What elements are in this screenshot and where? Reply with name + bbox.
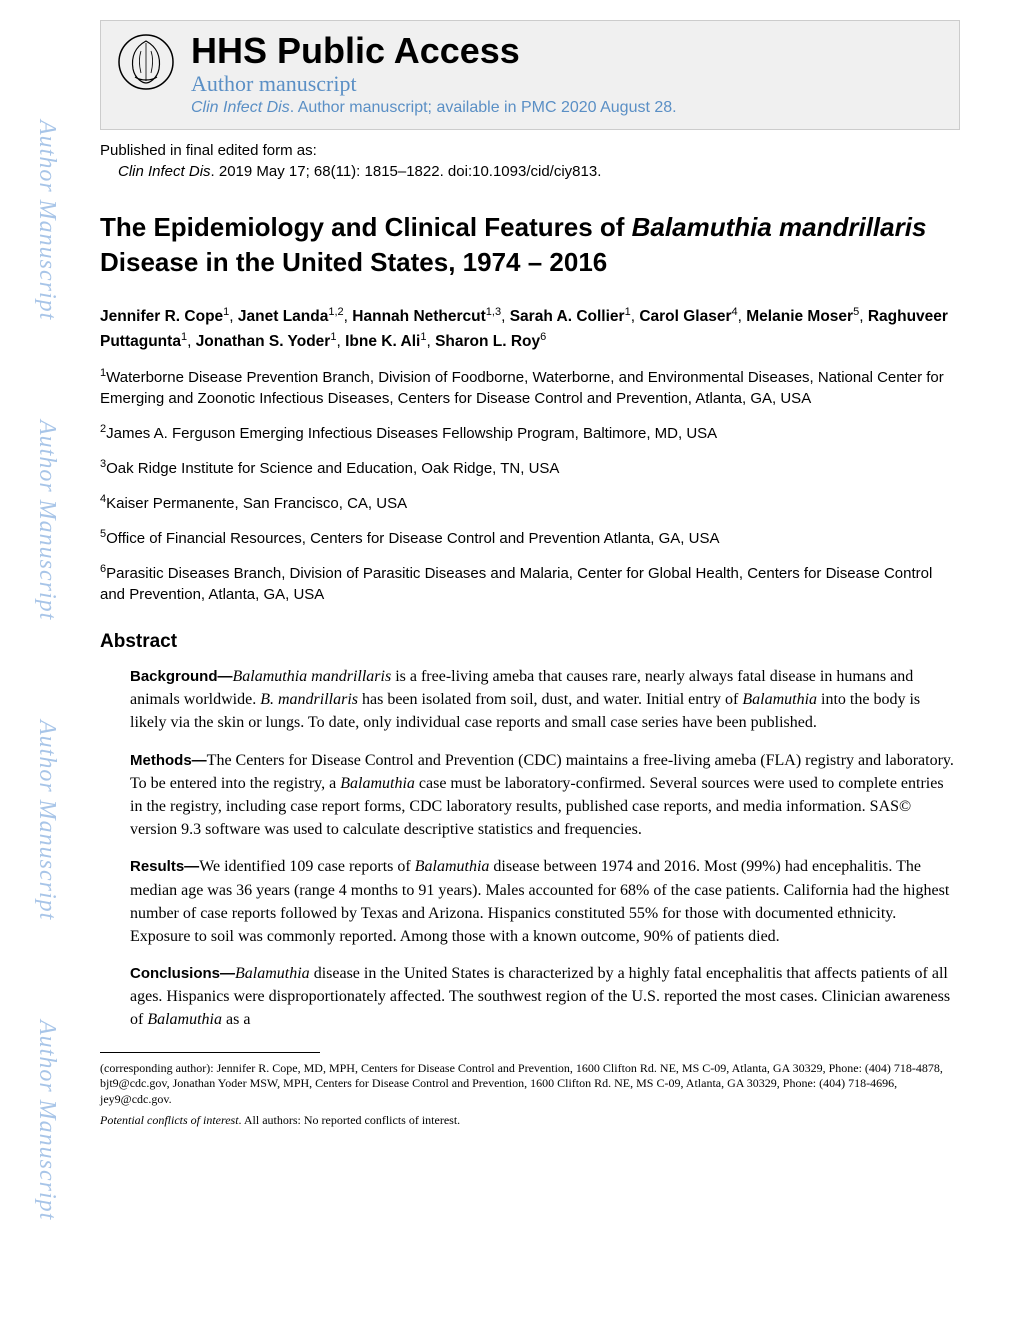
author-affil-sup: 1 bbox=[420, 331, 426, 343]
bg-italic1: Balamuthia mandrillaris bbox=[233, 668, 392, 685]
conc-italic2: Balamuthia bbox=[147, 1011, 222, 1028]
affiliation-sup: 1 bbox=[100, 367, 106, 379]
pub-citation: . 2019 May 17; 68(11): 1815–1822. doi:10… bbox=[211, 163, 602, 180]
journal-line: Clin Infect Dis. Author manuscript; avai… bbox=[191, 99, 943, 117]
affiliation: 4Kaiser Permanente, San Francisco, CA, U… bbox=[100, 492, 960, 514]
watermark-4: Author Manuscript bbox=[33, 1020, 60, 1220]
affiliation: 3Oak Ridge Institute for Science and Edu… bbox=[100, 457, 960, 479]
author-name: Jennifer R. Cope bbox=[100, 308, 223, 325]
authors-block: Jennifer R. Cope1, Janet Landa1,2, Hanna… bbox=[100, 304, 960, 353]
author-affil-sup: 1,3 bbox=[486, 306, 501, 318]
author-name: Carol Glaser bbox=[639, 308, 731, 325]
page-content: HHS Public Access Author manuscript Clin… bbox=[100, 0, 960, 1129]
hhs-title: HHS Public Access bbox=[191, 33, 943, 69]
affiliation: 5Office of Financial Resources, Centers … bbox=[100, 527, 960, 549]
pub-line1: Published in final edited form as: bbox=[100, 140, 960, 161]
affiliation-sup: 6 bbox=[100, 563, 106, 575]
author-affil-sup: 1 bbox=[330, 331, 336, 343]
publication-info: Published in final edited form as: Clin … bbox=[100, 140, 960, 182]
footer-text: (corresponding author): Jennifer R. Cope… bbox=[100, 1061, 960, 1129]
affiliation: 6Parasitic Diseases Branch, Division of … bbox=[100, 562, 960, 605]
watermark-3: Author Manuscript bbox=[33, 720, 60, 920]
article-title: The Epidemiology and Clinical Features o… bbox=[100, 210, 960, 280]
bg-italic3: Balamuthia bbox=[742, 691, 817, 708]
pub-journal: Clin Infect Dis bbox=[118, 163, 211, 180]
affiliation-sup: 4 bbox=[100, 493, 106, 505]
corresponding-author: (corresponding author): Jennifer R. Cope… bbox=[100, 1061, 960, 1108]
author-name: Sarah A. Collier bbox=[510, 308, 625, 325]
author-affil-sup: 1 bbox=[223, 306, 229, 318]
affiliation-sup: 2 bbox=[100, 423, 106, 435]
journal-suffix: . Author manuscript; available in PMC 20… bbox=[290, 99, 677, 116]
results-italic1: Balamuthia bbox=[415, 858, 490, 875]
author-affil-sup: 1,2 bbox=[328, 306, 343, 318]
author-affil-sup: 5 bbox=[853, 306, 859, 318]
author-affil-sup: 1 bbox=[625, 306, 631, 318]
methods-label: Methods— bbox=[130, 752, 207, 769]
author-affil-sup: 6 bbox=[540, 331, 546, 343]
author-affil-sup: 1 bbox=[181, 331, 187, 343]
hhs-logo bbox=[117, 33, 175, 91]
conc-italic1: Balamuthia bbox=[235, 965, 310, 982]
results-label: Results— bbox=[130, 858, 199, 875]
affiliation-sup: 3 bbox=[100, 458, 106, 470]
conflicts-of-interest: Potential conflicts of interest. All aut… bbox=[100, 1113, 960, 1129]
author-name: Sharon L. Roy bbox=[435, 333, 540, 350]
author-name: Melanie Moser bbox=[746, 308, 853, 325]
title-part2: Disease in the United States, 1974 – 201… bbox=[100, 247, 607, 277]
author-name: Ibne K. Ali bbox=[345, 333, 420, 350]
affiliation: 1Waterborne Disease Prevention Branch, D… bbox=[100, 366, 960, 409]
author-name: Janet Landa bbox=[238, 308, 328, 325]
conflicts-label: Potential conflicts of interest bbox=[100, 1113, 239, 1127]
bg-italic2: B. mandrillaris bbox=[260, 691, 358, 708]
affiliations-block: 1Waterborne Disease Prevention Branch, D… bbox=[100, 366, 960, 605]
author-name: Hannah Nethercut bbox=[352, 308, 486, 325]
author-manuscript-label: Author manuscript bbox=[191, 71, 943, 97]
background-label: Background— bbox=[130, 668, 233, 685]
conclusions-label: Conclusions— bbox=[130, 965, 235, 982]
watermark-2: Author Manuscript bbox=[33, 420, 60, 620]
header-text-block: HHS Public Access Author manuscript Clin… bbox=[191, 33, 943, 117]
pub-line2: Clin Infect Dis. 2019 May 17; 68(11): 18… bbox=[100, 161, 960, 182]
header-box: HHS Public Access Author manuscript Clin… bbox=[100, 20, 960, 130]
results-text1: We identified 109 case reports of bbox=[199, 858, 415, 875]
journal-name: Clin Infect Dis bbox=[191, 99, 290, 116]
methods-italic1: Balamuthia bbox=[340, 775, 415, 792]
conflicts-text: . All authors: No reported conflicts of … bbox=[239, 1113, 461, 1127]
conc-text2: as a bbox=[222, 1011, 250, 1028]
title-italic1: Balamuthia mandrillaris bbox=[632, 212, 927, 242]
title-part1: The Epidemiology and Clinical Features o… bbox=[100, 212, 632, 242]
affiliation-sup: 5 bbox=[100, 528, 106, 540]
bg-text2: has been isolated from soil, dust, and w… bbox=[358, 691, 742, 708]
author-affil-sup: 4 bbox=[732, 306, 738, 318]
affiliation: 2James A. Ferguson Emerging Infectious D… bbox=[100, 422, 960, 444]
abstract-heading: Abstract bbox=[100, 631, 960, 653]
abstract-results: Results—We identified 109 case reports o… bbox=[130, 855, 960, 948]
author-name: Jonathan S. Yoder bbox=[196, 333, 331, 350]
footer-divider bbox=[100, 1052, 320, 1053]
watermark-1: Author Manuscript bbox=[33, 120, 60, 320]
abstract-conclusions: Conclusions—Balamuthia disease in the Un… bbox=[130, 962, 960, 1032]
abstract-background: Background—Balamuthia mandrillaris is a … bbox=[130, 665, 960, 735]
abstract-methods: Methods—The Centers for Disease Control … bbox=[130, 749, 960, 842]
